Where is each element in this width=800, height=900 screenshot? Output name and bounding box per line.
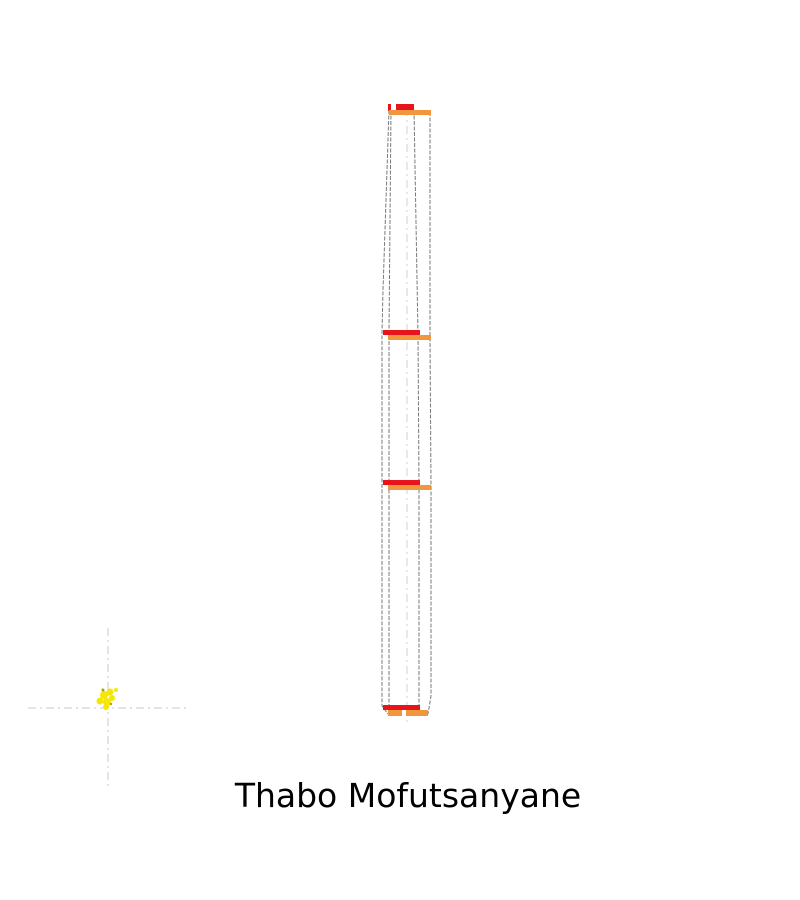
region-bar-red	[383, 330, 420, 335]
region-bar-orange	[388, 710, 402, 716]
region-bar-red	[383, 705, 420, 710]
inset-cluster-dot	[96, 697, 104, 705]
inset-cluster-dot	[100, 691, 108, 699]
region-outline-inner-right	[413, 109, 420, 712]
region-outline-left	[381, 109, 390, 715]
region-bar-orange	[389, 110, 431, 115]
region-bar-orange	[388, 335, 431, 340]
inset-cluster-dot	[109, 702, 113, 706]
region-bar-orange	[406, 710, 428, 716]
inset-cluster-dot	[109, 695, 115, 701]
region-outline-inner-left	[388, 109, 392, 710]
region-bar-orange	[388, 485, 431, 490]
map-title: Thabo Mofutsanyane	[234, 776, 582, 815]
inset-cluster-dot	[114, 688, 118, 692]
region-bar-red	[383, 480, 420, 485]
region-outline-right	[427, 112, 432, 715]
inset-cluster-dot	[103, 698, 111, 706]
region-bar-red	[388, 104, 391, 111]
inset-cluster	[96, 688, 118, 710]
inset-cluster-dot	[106, 688, 114, 696]
region-bars	[383, 104, 431, 716]
region-bar-red	[396, 104, 414, 110]
inset-cluster-dot	[101, 688, 105, 692]
inset-cluster-dot	[103, 704, 109, 710]
